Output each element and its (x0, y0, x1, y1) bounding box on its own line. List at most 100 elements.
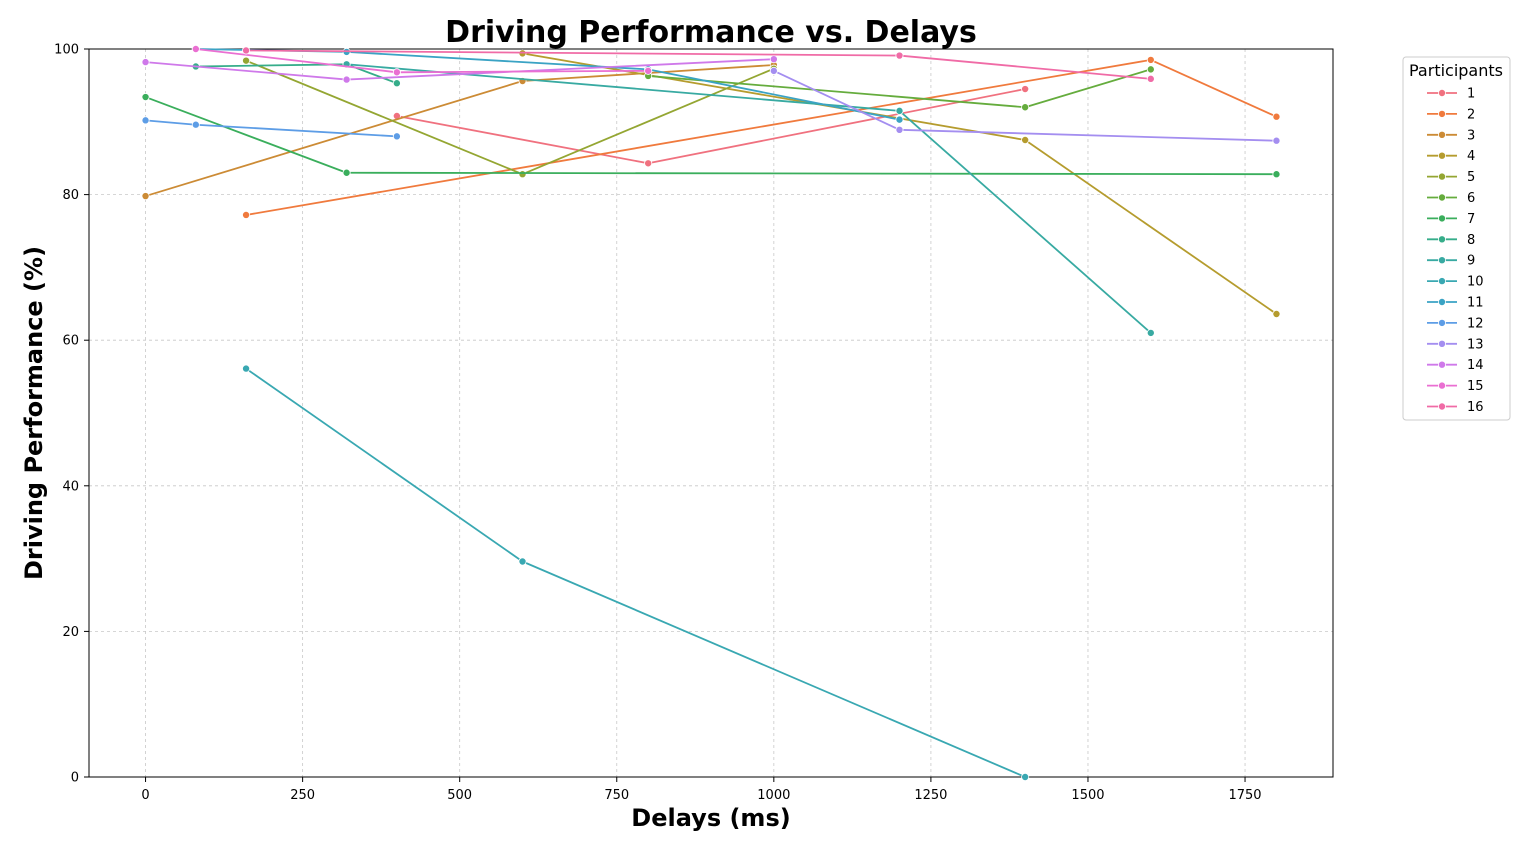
legend-swatch-marker (1438, 235, 1447, 244)
data-point (1021, 773, 1030, 782)
data-point (1272, 112, 1281, 121)
x-tick-label: 250 (290, 788, 315, 803)
x-axis-label: Delays (ms) (631, 804, 790, 832)
series-5 (242, 56, 778, 179)
legend-swatch-marker (1438, 193, 1447, 202)
legend-label: 6 (1467, 191, 1475, 206)
legend-label: 16 (1467, 400, 1484, 415)
data-point (644, 66, 653, 75)
axes: 0 250 500 750 1000 1250 1500 1750 0 20 40 60 80 100 (54, 43, 1334, 803)
y-tick-label: 0 (71, 771, 79, 786)
series-layer (141, 45, 1281, 782)
data-point (141, 93, 150, 102)
legend-item: 1 (1427, 87, 1475, 102)
legend-label: 5 (1467, 170, 1475, 185)
legend-item: 6 (1427, 191, 1475, 206)
legend-item: 8 (1427, 233, 1475, 248)
legend-swatch-marker (1438, 151, 1447, 160)
series-line (145, 119, 397, 138)
series-line (522, 52, 1277, 315)
legend-swatch-marker (1438, 381, 1447, 390)
legend-label: 7 (1467, 212, 1475, 227)
data-point (392, 68, 401, 77)
y-axis-label: Driving Performance (%) (20, 246, 48, 580)
series-line (346, 63, 1152, 334)
legend-item: 4 (1427, 149, 1475, 164)
x-tick-label: 750 (604, 788, 629, 803)
series-4 (518, 49, 1281, 318)
y-tick-label: 40 (62, 479, 79, 494)
legend-label: 4 (1467, 149, 1475, 164)
data-point (644, 159, 653, 168)
data-point (141, 58, 150, 67)
legend-label: 1 (1467, 87, 1475, 102)
data-point (1021, 103, 1030, 112)
y-tick-label: 20 (62, 625, 79, 640)
data-point (342, 75, 351, 84)
data-point (895, 115, 904, 124)
data-point (1021, 135, 1030, 144)
legend-item: 12 (1427, 316, 1484, 331)
legend-swatch-marker (1438, 318, 1447, 327)
data-point (1272, 309, 1281, 318)
y-tick-label: 80 (62, 188, 79, 203)
legend-label: 9 (1467, 254, 1475, 269)
x-tick-label: 0 (141, 788, 149, 803)
legend-swatch-marker (1438, 360, 1447, 369)
data-point (1272, 170, 1281, 179)
data-point (191, 120, 200, 129)
legend-title: Participants (1409, 61, 1503, 80)
legend-item: 3 (1427, 128, 1475, 143)
data-point (191, 45, 200, 54)
data-point (518, 170, 527, 179)
legend-label: 14 (1467, 358, 1484, 373)
legend-item: 13 (1427, 337, 1484, 352)
data-point (1272, 136, 1281, 145)
x-tick-label: 1750 (1228, 788, 1261, 803)
data-point (518, 557, 527, 566)
legend-item: 10 (1427, 275, 1484, 290)
legend-swatch-marker (1438, 172, 1447, 181)
legend-swatch-marker (1438, 89, 1447, 98)
legend-swatch-marker (1438, 339, 1447, 348)
grid-lines (89, 48, 1333, 778)
legend-swatch-marker (1438, 402, 1447, 411)
data-point (895, 51, 904, 60)
chart-title: Driving Performance vs. Delays (445, 15, 977, 50)
legend-item: 16 (1427, 400, 1484, 415)
legend-item: 15 (1427, 379, 1484, 394)
x-tick-label: 1000 (757, 788, 790, 803)
legend-label: 11 (1467, 296, 1484, 311)
data-point (342, 168, 351, 177)
legend-item: 11 (1427, 296, 1484, 311)
data-point (392, 132, 401, 141)
series-line (245, 367, 1026, 778)
data-point (1146, 74, 1155, 83)
legend-label: 3 (1467, 128, 1475, 143)
legend-item: 2 (1427, 107, 1475, 122)
legend-swatch-marker (1438, 109, 1447, 118)
plot-frame (88, 48, 1334, 778)
data-point (1021, 85, 1030, 94)
legend-swatch-marker (1438, 214, 1447, 223)
data-point (895, 125, 904, 134)
series-6 (644, 65, 1155, 112)
data-point (242, 210, 251, 219)
data-point (895, 106, 904, 115)
legend-item: 5 (1427, 170, 1475, 185)
y-tick-label: 100 (54, 43, 79, 58)
data-point (242, 364, 251, 373)
data-point (141, 116, 150, 125)
data-point (769, 66, 778, 75)
data-point (1146, 55, 1155, 64)
series-15 (191, 45, 653, 77)
legend-label: 12 (1467, 316, 1484, 331)
data-point (242, 46, 251, 55)
series-10 (242, 364, 1030, 782)
legend-label: 10 (1467, 275, 1484, 290)
series-7 (141, 93, 1281, 179)
legend-swatch-marker (1438, 277, 1447, 286)
